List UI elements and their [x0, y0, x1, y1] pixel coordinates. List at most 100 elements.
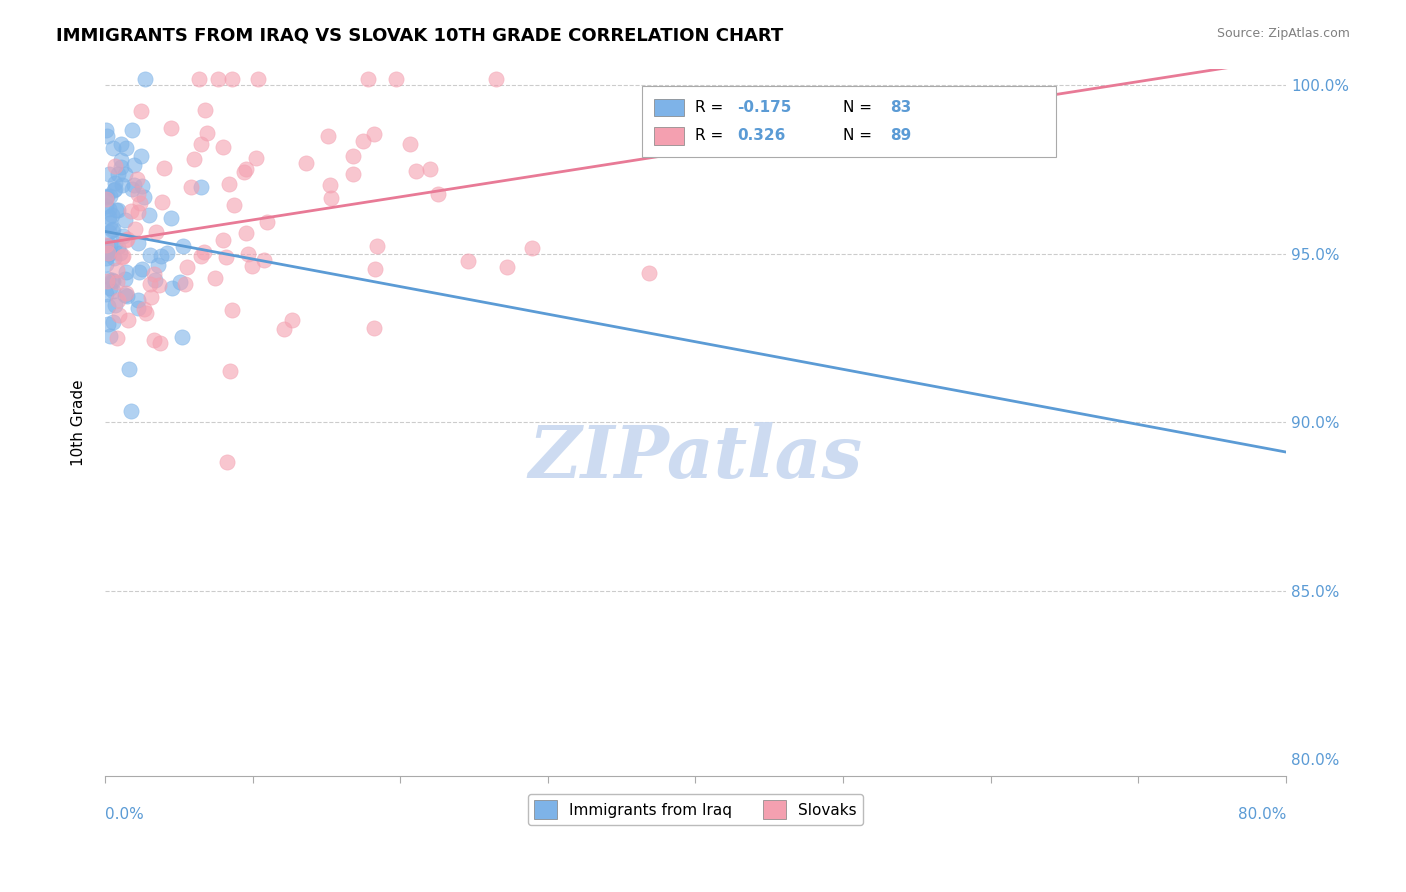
Point: [245, 152, 267, 166]
Point: [363, 127, 385, 141]
Point: [222, 197, 245, 211]
Point: [98, 281, 121, 295]
Point: [240, 259, 263, 273]
Text: 80.0%: 80.0%: [1237, 806, 1286, 822]
Point: [96, 274, 118, 288]
Point: [366, 239, 388, 253]
Point: [114, 272, 136, 286]
Point: [152, 195, 174, 210]
Point: [132, 301, 155, 316]
Point: [321, 191, 343, 205]
Point: [114, 141, 136, 155]
Point: [148, 278, 170, 293]
Point: [107, 203, 129, 218]
Point: [221, 71, 243, 86]
Point: [121, 182, 143, 196]
Point: [193, 244, 215, 259]
Point: [96, 244, 118, 258]
Point: [111, 249, 134, 263]
FancyBboxPatch shape: [654, 99, 683, 116]
Point: [160, 211, 183, 225]
Text: IMMIGRANTS FROM IRAQ VS SLOVAK 10TH GRADE CORRELATION CHART: IMMIGRANTS FROM IRAQ VS SLOVAK 10TH GRAD…: [56, 27, 783, 45]
Point: [98, 225, 121, 239]
Point: [122, 178, 145, 192]
Point: [457, 254, 479, 268]
Point: [131, 179, 153, 194]
FancyBboxPatch shape: [654, 127, 683, 145]
Point: [127, 235, 149, 250]
Point: [176, 260, 198, 274]
Point: [221, 302, 243, 317]
Point: [134, 71, 156, 86]
Point: [110, 136, 132, 151]
Point: [101, 274, 124, 288]
Point: [104, 182, 127, 196]
Point: [96, 238, 118, 252]
Point: [194, 103, 217, 117]
Point: [97, 167, 120, 181]
Point: [236, 247, 259, 261]
Point: [195, 126, 218, 140]
Y-axis label: 10th Grade: 10th Grade: [72, 379, 86, 466]
Point: [114, 167, 136, 181]
Point: [124, 221, 146, 235]
Text: -0.175: -0.175: [737, 100, 792, 115]
Point: [419, 161, 441, 176]
Point: [127, 301, 149, 315]
Point: [294, 155, 316, 169]
Point: [117, 312, 139, 326]
Point: [105, 263, 128, 277]
Point: [101, 221, 124, 235]
Point: [110, 161, 132, 175]
Point: [96, 257, 118, 271]
Point: [98, 216, 121, 230]
Point: [110, 153, 132, 167]
Point: [169, 276, 191, 290]
Point: [233, 164, 256, 178]
Text: 89: 89: [890, 128, 911, 144]
Point: [156, 245, 179, 260]
Point: [101, 141, 124, 155]
Point: [318, 128, 340, 143]
Point: [217, 455, 239, 469]
Point: [125, 172, 148, 186]
Point: [139, 277, 162, 291]
Point: [342, 149, 364, 163]
Point: [427, 187, 450, 202]
Point: [104, 176, 127, 190]
Point: [638, 266, 661, 280]
Text: 83: 83: [890, 100, 911, 115]
Point: [105, 275, 128, 289]
Point: [103, 284, 125, 298]
Point: [129, 196, 152, 211]
Point: [97, 272, 120, 286]
Point: [273, 322, 295, 336]
Point: [96, 189, 118, 203]
Point: [190, 249, 212, 263]
Point: [114, 233, 136, 247]
Point: [105, 331, 128, 345]
Point: [352, 135, 374, 149]
Point: [188, 71, 211, 86]
Point: [108, 245, 131, 260]
Point: [132, 190, 155, 204]
Point: [98, 329, 121, 343]
Point: [357, 71, 380, 86]
Text: N =: N =: [844, 128, 877, 144]
Point: [127, 205, 149, 219]
Point: [363, 321, 385, 335]
Point: [215, 250, 238, 264]
Text: R =: R =: [696, 100, 728, 115]
Point: [172, 329, 194, 343]
Point: [97, 202, 120, 216]
Text: 0.326: 0.326: [737, 128, 785, 144]
Point: [160, 120, 183, 135]
Point: [399, 136, 422, 151]
Point: [485, 71, 508, 86]
Point: [96, 123, 118, 137]
Point: [101, 223, 124, 237]
Point: [104, 159, 127, 173]
Point: [121, 123, 143, 137]
Point: [183, 152, 205, 166]
Point: [122, 158, 145, 172]
